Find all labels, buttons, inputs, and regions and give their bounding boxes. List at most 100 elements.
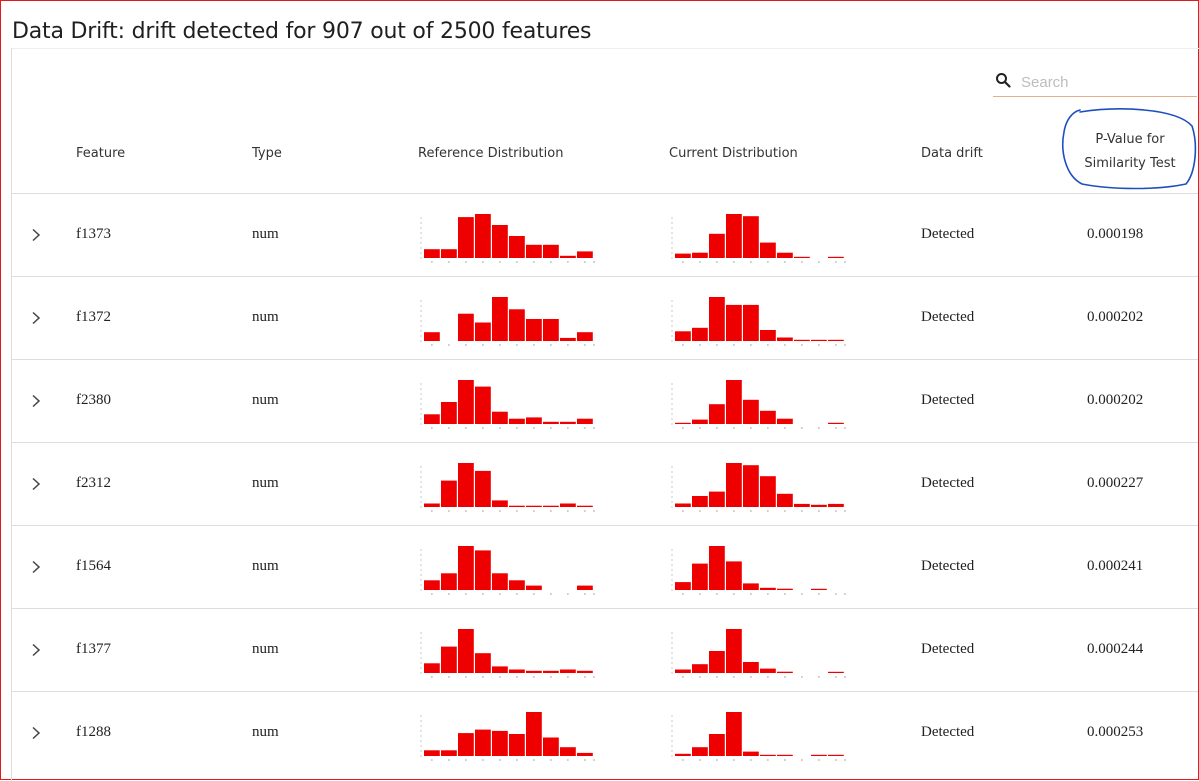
column-header-data-drift[interactable]: Data drift — [921, 146, 983, 161]
histogram-bar — [811, 504, 827, 507]
histogram-bar — [458, 380, 474, 424]
histogram-bar — [560, 503, 576, 507]
histogram-bar — [577, 332, 593, 341]
histogram-bar — [543, 505, 559, 507]
histogram-bar — [526, 585, 542, 590]
histogram-bar — [441, 750, 457, 756]
search-icon — [996, 73, 1011, 88]
histogram-bar — [577, 505, 593, 507]
histogram-bar — [543, 737, 559, 756]
table-row[interactable]: f1373 num Detected 0.000198 — [12, 193, 1198, 277]
current-distribution-histogram — [671, 380, 846, 429]
histogram-bar — [726, 712, 742, 756]
histogram-bar — [811, 588, 827, 590]
histogram-bar — [509, 580, 525, 590]
histogram-bar — [526, 670, 542, 673]
feature-name: f1377 — [76, 641, 111, 657]
table-row[interactable]: f1377 num Detected 0.000244 — [12, 608, 1198, 692]
histogram-bar — [811, 339, 827, 341]
feature-type: num — [252, 226, 279, 242]
histogram-bar — [828, 339, 844, 341]
table-row[interactable]: f1564 num Detected 0.000241 — [12, 525, 1198, 609]
chevron-right-icon[interactable] — [30, 726, 42, 740]
histogram-bar — [458, 546, 474, 590]
feature-type: num — [252, 475, 279, 491]
drift-status: Detected — [921, 309, 975, 325]
histogram-bar — [560, 669, 576, 673]
histogram-bar — [675, 753, 691, 756]
histogram-bar — [543, 670, 559, 673]
chevron-right-icon[interactable] — [30, 560, 42, 574]
chevron-right-icon[interactable] — [30, 311, 42, 325]
histogram-bar — [794, 503, 810, 507]
histogram-bar — [543, 244, 559, 258]
histogram-bar — [726, 304, 742, 341]
chevron-right-icon[interactable] — [30, 394, 42, 408]
histogram-bar — [743, 399, 759, 424]
table-row[interactable]: f2312 num Detected 0.000227 — [12, 442, 1198, 526]
histogram-bar — [509, 669, 525, 673]
p-value: 0.000202 — [1087, 309, 1144, 325]
histogram-bar — [526, 417, 542, 424]
histogram-bar — [692, 327, 708, 341]
table-row[interactable]: f1288 num Detected 0.000253 — [12, 691, 1198, 775]
histogram-bar — [743, 304, 759, 341]
histogram-bar — [424, 249, 440, 258]
column-header-type[interactable]: Type — [252, 146, 282, 161]
drift-status: Detected — [921, 475, 975, 491]
histogram-bar — [492, 500, 508, 507]
histogram-bar — [828, 256, 844, 258]
histogram-bar — [760, 476, 776, 507]
histogram-bar — [743, 662, 759, 673]
table-row[interactable]: f2380 num Detected 0.000202 — [12, 359, 1198, 443]
histogram-bar — [475, 470, 491, 507]
histogram-bar — [709, 651, 725, 673]
current-distribution-histogram — [671, 463, 846, 512]
histogram-bar — [492, 573, 508, 590]
histogram-bar — [526, 712, 542, 756]
current-distribution-histogram — [671, 546, 846, 595]
histogram-bar — [709, 404, 725, 424]
search-box[interactable] — [993, 68, 1197, 97]
column-header-feature[interactable]: Feature — [76, 146, 126, 161]
reference-distribution-histogram — [420, 214, 595, 263]
histogram-bar — [492, 411, 508, 424]
histogram-bar — [475, 386, 491, 424]
column-header-reference-distribution: Reference Distribution — [418, 146, 564, 161]
histogram-bar — [492, 730, 508, 756]
p-value: 0.000227 — [1087, 475, 1144, 491]
histogram-bar — [794, 256, 810, 258]
histogram-bar — [577, 251, 593, 258]
histogram-bar — [458, 217, 474, 258]
histogram-bar — [709, 491, 725, 507]
table-row[interactable]: f1372 num Detected 0.000202 — [12, 276, 1198, 360]
chevron-right-icon[interactable] — [30, 228, 42, 242]
p-value-header-line1: P-Value for — [1095, 132, 1165, 147]
feature-name: f1288 — [76, 724, 111, 740]
search-input[interactable] — [1019, 70, 1193, 94]
histogram-bar — [675, 503, 691, 507]
histogram-bar — [424, 414, 440, 424]
histogram-bar — [543, 421, 559, 424]
histogram-bar — [777, 493, 793, 507]
histogram-bar — [760, 330, 776, 341]
histogram-bar — [560, 747, 576, 756]
current-distribution-histogram — [671, 712, 846, 761]
histogram-bar — [794, 339, 810, 341]
chevron-right-icon[interactable] — [30, 643, 42, 657]
drift-table-panel — [11, 48, 1199, 781]
histogram-bar — [458, 629, 474, 673]
histogram-bar — [675, 422, 691, 424]
feature-name: f1372 — [76, 309, 111, 325]
column-header-p-value[interactable]: P-Value for Similarity Test — [1070, 128, 1190, 176]
feature-name: f2312 — [76, 475, 111, 491]
histogram-bar — [692, 252, 708, 258]
page-title: Data Drift: drift detected for 907 out o… — [12, 19, 592, 44]
histogram-bar — [777, 337, 793, 341]
histogram-bar — [777, 252, 793, 258]
histogram-bar — [709, 297, 725, 341]
histogram-bar — [424, 580, 440, 590]
histogram-bar — [675, 253, 691, 258]
chevron-right-icon[interactable] — [30, 477, 42, 491]
histogram-bar — [458, 463, 474, 507]
